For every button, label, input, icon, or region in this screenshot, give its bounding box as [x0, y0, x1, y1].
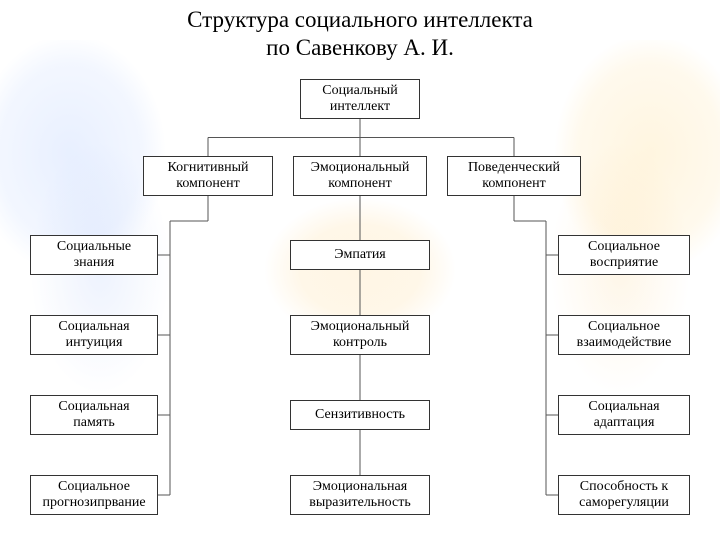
- hierarchy-diagram: Социальныйинтеллект Когнитивныйкомпонент Э…: [0, 69, 720, 539]
- node-cognitive-3: Социальноепрогнозипрвание: [30, 475, 158, 515]
- content: Структура социального интеллекта по Саве…: [0, 0, 720, 540]
- node-level1-behavioral: Поведенческийкомпонент: [447, 156, 581, 196]
- node-emotional-0: Эмпатия: [290, 240, 430, 270]
- node-root: Социальныйинтеллект: [300, 79, 420, 119]
- connectors: [0, 69, 720, 539]
- node-level1-cognitive: Когнитивныйкомпонент: [143, 156, 273, 196]
- title-line2: по Савенкову А. И.: [0, 34, 720, 62]
- node-emotional-3: Эмоциональнаявыразительность: [290, 475, 430, 515]
- node-emotional-1: Эмоциональныйконтроль: [290, 315, 430, 355]
- node-cognitive-2: Социальнаяпамять: [30, 395, 158, 435]
- node-cognitive-1: Социальнаяинтуиция: [30, 315, 158, 355]
- node-behavioral-2: Социальнаяадаптация: [558, 395, 690, 435]
- node-cognitive-0: Социальныезнания: [30, 235, 158, 275]
- page-title: Структура социального интеллекта по Саве…: [0, 0, 720, 61]
- node-behavioral-0: Социальноевосприятие: [558, 235, 690, 275]
- node-behavioral-3: Способность ксаморегуляции: [558, 475, 690, 515]
- node-emotional-2: Сензитивность: [290, 400, 430, 430]
- title-line1: Структура социального интеллекта: [0, 6, 720, 34]
- node-behavioral-1: Социальноевзаимодействие: [558, 315, 690, 355]
- node-level1-emotional: Эмоциональныйкомпонент: [293, 156, 427, 196]
